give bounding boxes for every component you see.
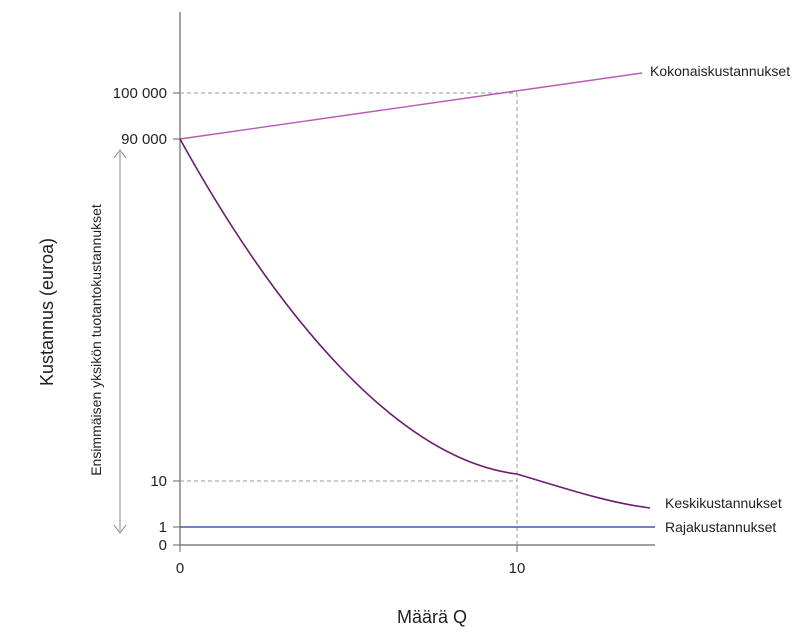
- series-keskikustannukset-line: [179, 138, 651, 509]
- x-tick-label-10: 10: [509, 560, 526, 577]
- y-tick-label-90000: 90 000: [121, 131, 167, 148]
- first-unit-arrow-head-top: [113, 149, 127, 159]
- y-axis-title: Kustannus (euroa): [37, 238, 57, 386]
- first-unit-arrow-head-bottom: [113, 524, 127, 534]
- y-tick-label-100000: 100 000: [113, 85, 167, 102]
- y-tick-label-10: 10: [150, 473, 167, 490]
- series-label-kokonaiskustannukset: Kokonaiskustannukset: [650, 63, 790, 79]
- first-unit-cost-annotation: Ensimmäisen yksikön tuotantokustannukset: [88, 204, 104, 476]
- series-kokonaiskustannukset-line: [179, 72, 643, 140]
- x-axis-title: Määrä Q: [397, 607, 467, 627]
- y-tick-label-0: 0: [159, 537, 167, 554]
- y-tick-label-1: 1: [159, 519, 167, 536]
- x-tick-label-0: 0: [176, 560, 184, 577]
- series-label-keskikustannukset: Keskikustannukset: [665, 495, 782, 511]
- series-label-rajakustannukset: Rajakustannukset: [665, 519, 776, 535]
